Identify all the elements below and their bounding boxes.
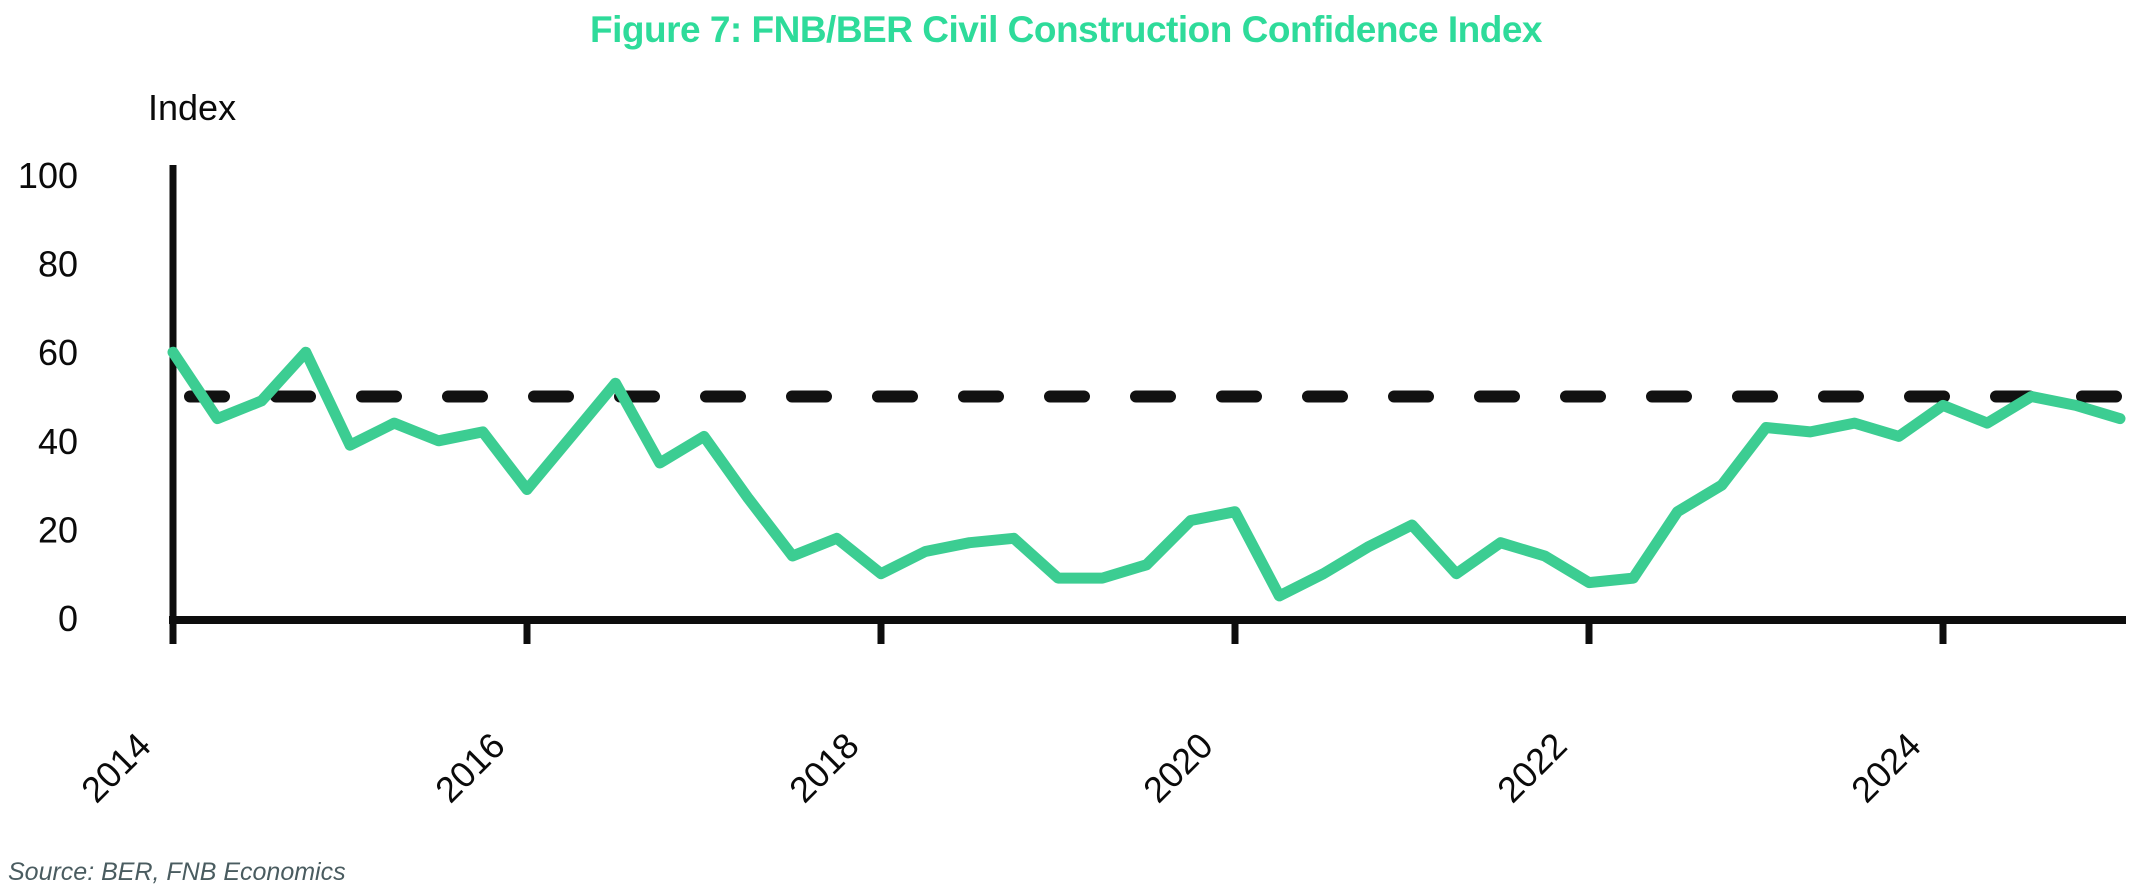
y-tick-label-40: 40 xyxy=(38,421,78,462)
axes xyxy=(169,165,2126,642)
y-tick-label-80: 80 xyxy=(38,244,78,285)
y-tick-label-0: 0 xyxy=(58,598,78,639)
y-tick-label-20: 20 xyxy=(38,509,78,550)
x-tick-label-2016: 2016 xyxy=(427,725,513,811)
source-note: Source: BER, FNB Economics xyxy=(8,858,346,886)
y-axis-title: Index xyxy=(148,87,236,128)
x-axis-tick-labels: 2014 2016 2018 2020 2022 2024 xyxy=(73,725,1929,811)
chart-title: Figure 7: FNB/BER Civil Construction Con… xyxy=(590,9,1543,50)
y-tick-label-100: 100 xyxy=(18,155,78,196)
y-axis-tick-labels: 0 20 40 60 80 100 xyxy=(18,155,78,639)
x-tick-label-2014: 2014 xyxy=(73,725,159,811)
y-tick-label-60: 60 xyxy=(38,332,78,373)
x-tick-label-2018: 2018 xyxy=(781,725,867,811)
confidence-line xyxy=(167,346,2126,602)
x-tick-label-2024: 2024 xyxy=(1843,725,1929,811)
x-tick-label-2020: 2020 xyxy=(1135,725,1221,811)
x-tick-label-2022: 2022 xyxy=(1489,725,1575,811)
